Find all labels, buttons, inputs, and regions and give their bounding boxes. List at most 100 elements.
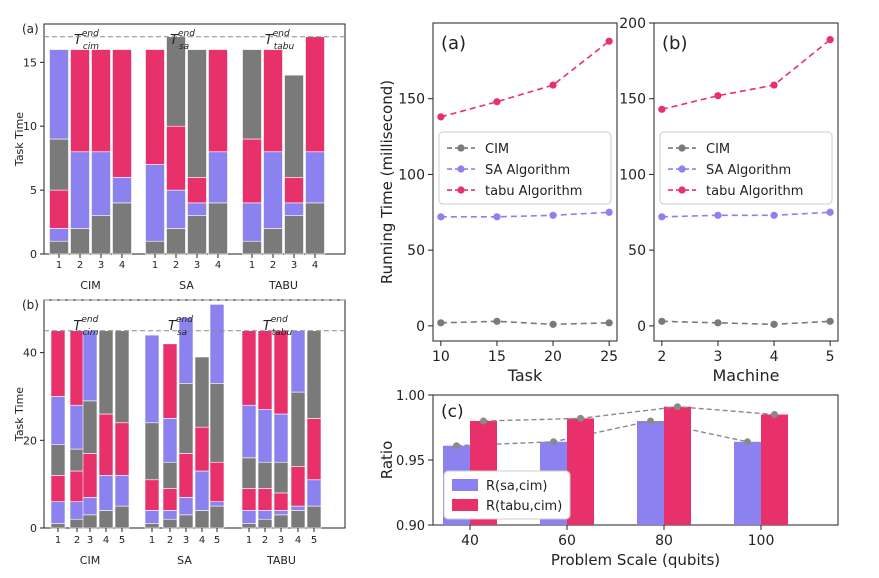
bar-segment: [144, 422, 160, 481]
panel-label: (c): [441, 402, 464, 422]
legend-marker: [457, 144, 465, 152]
bar-segment: [208, 151, 228, 204]
bar-label: 2: [173, 260, 179, 271]
group-annotation: Tend cim: [73, 315, 98, 338]
bar-segment: [263, 228, 283, 255]
bar-segment: [209, 501, 225, 507]
data-point: [826, 36, 834, 44]
legend-label: SA Algorithm: [485, 163, 570, 178]
bar-segment: [82, 330, 98, 402]
trend-point: [647, 417, 654, 425]
y-tick-label: 150: [398, 92, 425, 108]
bar-segment: [69, 501, 85, 520]
bar: [761, 414, 788, 525]
x-tick-label: 2: [657, 349, 666, 365]
y-axis-label: Ratio: [378, 441, 396, 480]
bar-segment: [49, 189, 69, 229]
bar-label: 3: [278, 535, 284, 546]
bar-segment: [257, 488, 273, 511]
bar-segment: [187, 215, 207, 255]
y-tick-label: 15: [23, 56, 37, 69]
bar-segment: [114, 330, 130, 424]
bar-label: 3: [291, 260, 297, 271]
series-2: [658, 36, 834, 113]
data-point: [549, 81, 557, 89]
bar-segment: [208, 49, 228, 153]
y-tick-label: 50: [407, 243, 425, 259]
bar-segment: [166, 125, 186, 191]
bar-segment: [98, 330, 114, 415]
bar-group-tabu: 1 2 3 4 TABU Tend tabu: [242, 29, 325, 292]
trend-point: [674, 403, 681, 411]
y-tick-label: 1.00: [396, 389, 425, 404]
bar-label: 1: [152, 260, 158, 271]
bar-segment: [241, 510, 257, 524]
x-tick-label: 4: [770, 349, 779, 365]
x-tick-label: 100: [748, 533, 775, 549]
legend-label: tabu Algorithm: [706, 184, 803, 199]
bar-segment: [114, 422, 130, 476]
legend-box: [659, 131, 833, 205]
y-tick-label: 200: [619, 16, 646, 32]
data-point: [658, 105, 666, 113]
bar-label: 2: [74, 535, 80, 546]
bar-segment: [50, 501, 66, 524]
bar-segment: [257, 518, 273, 529]
y-axis-label: Task Time: [13, 112, 26, 167]
bar-segment: [162, 518, 178, 529]
x-tick-label: 15: [488, 349, 506, 365]
group-label: CIM: [80, 554, 100, 567]
data-point: [714, 92, 722, 100]
legend-swatch: [452, 479, 478, 491]
x-tick-label: 5: [826, 349, 835, 365]
bar-segment: [257, 330, 273, 410]
bar-segment: [69, 448, 85, 472]
group-label: SA: [179, 279, 194, 292]
group-annotation: Tend sa: [170, 29, 195, 52]
data-point: [826, 208, 834, 216]
bar-segment: [50, 475, 66, 502]
plot-frame: [43, 299, 346, 529]
y-tick-label: 10: [23, 120, 37, 133]
series-line: [661, 211, 831, 218]
bar-segment: [145, 49, 165, 165]
bar-segment: [284, 74, 304, 178]
bar-segment: [178, 514, 194, 529]
legend-label: CIM: [485, 142, 509, 157]
bar-label: 3: [98, 260, 104, 271]
x-tick-label: 60: [558, 533, 576, 549]
y-tick-label: 20: [23, 434, 37, 447]
bar: [637, 421, 664, 525]
bar-segment: [194, 426, 210, 472]
bar-segment: [50, 523, 66, 529]
panel-label: (b): [22, 298, 39, 312]
bar-segment: [306, 418, 322, 481]
bar: [664, 406, 691, 525]
bar-label: 4: [215, 260, 221, 271]
panel-running-machine: 0 50 100 150 200 2 3 4 5 Machine (b) CIM SA Algorith…: [619, 16, 839, 385]
data-point: [770, 211, 778, 219]
bar-segment: [208, 202, 228, 255]
series-line: [440, 320, 610, 326]
bar-segment: [273, 413, 289, 463]
group-label: SA: [177, 554, 192, 567]
data-point: [437, 213, 445, 221]
bar-segment: [257, 461, 273, 489]
bar-group-cim: 1 2 3 4 5 CIM Tend cim: [50, 315, 130, 567]
trend-point: [744, 438, 751, 446]
bar-segment: [178, 383, 194, 454]
bar-segment: [242, 240, 262, 255]
legend-label: SA Algorithm: [706, 163, 791, 178]
bar-segment: [290, 330, 306, 393]
bar-segment: [257, 409, 273, 463]
bar-label: 2: [77, 260, 83, 271]
bar-segment: [290, 510, 306, 529]
legend-marker: [678, 144, 686, 152]
bar-segment: [263, 49, 283, 153]
data-point: [437, 319, 445, 327]
x-axis-label: Problem Scale (qubits): [551, 551, 720, 569]
bar-segment: [305, 202, 325, 255]
bar-segment: [114, 475, 130, 507]
bar-label: 4: [199, 535, 205, 546]
bar-segment: [209, 461, 225, 502]
